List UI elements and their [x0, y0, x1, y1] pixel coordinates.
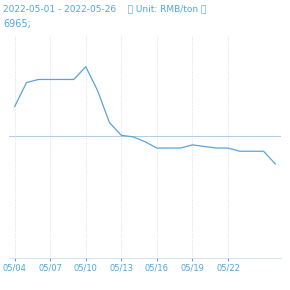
Text: 6965;: 6965; — [3, 19, 31, 29]
Text: 2022-05-01 - 2022-05-26    （ Unit: RMB/ton ）: 2022-05-01 - 2022-05-26 （ Unit: RMB/ton … — [3, 4, 206, 13]
